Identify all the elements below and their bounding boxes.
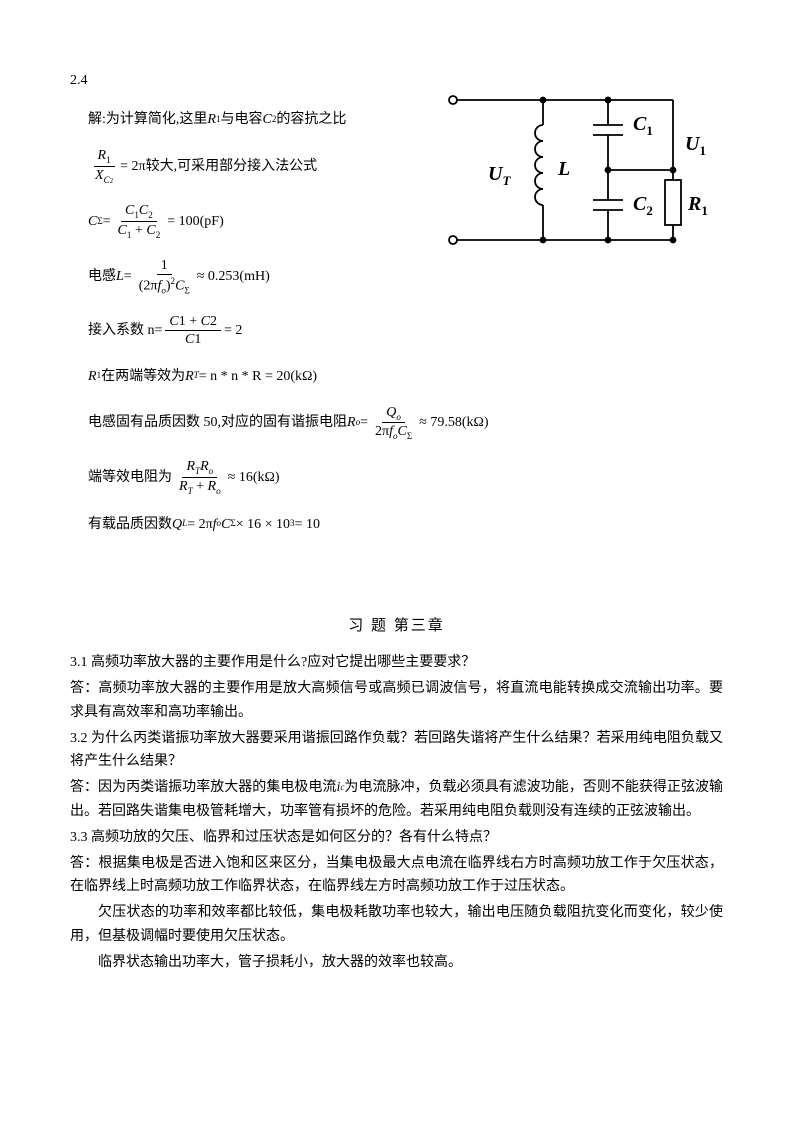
q-number: 3.2 — [70, 731, 88, 746]
label-C2: C2 — [633, 193, 653, 218]
solution-line-6: R1 在两端等效为 RT = n * n * R = 20(kΩ) — [88, 366, 723, 387]
circuit-diagram: UT L C1 C2 U1 R1 — [433, 70, 713, 277]
q31-answer: 答：高频功率放大器的主要作用是放大高频信号或高频已调波信号，将直流电能转换成交流… — [70, 677, 723, 725]
q32-answer: 答：因为丙类谐振功率放大器的集电极电流ic为电流脉冲，负载必须具有滤波功能，否则… — [70, 776, 723, 824]
label-R1: R1 — [687, 193, 708, 218]
label-UT: UT — [488, 163, 511, 188]
q33-answer-3: 临界状态输出功率大，管子损耗小，放大器的效率也较高。 — [70, 951, 723, 975]
q-number: 3.1 — [70, 655, 88, 670]
q31: 3.1 高频功率放大器的主要作用是什么?应对它提出哪些主要要求？ — [70, 651, 723, 675]
solution-line-5: 接入系数 n= C1 + C2 C1 = 2 — [88, 314, 723, 348]
label-L: L — [557, 158, 570, 180]
solution-line-8: 端等效电阻为 RTRo RT + Ro ≈ 16(kΩ) — [88, 459, 723, 496]
q-number: 3.3 — [70, 830, 88, 845]
text: 解:为计算简化,这里 — [88, 109, 207, 130]
q32: 3.2 为什么丙类谐振功率放大器要采用谐振回路作负载？若回路失谐将产生什么结果？… — [70, 727, 723, 775]
page-content: 2.4 — [70, 70, 723, 975]
solution-line-9: 有载品质因数 QL = 2π fo CΣ × 16 × 103 = 10 — [88, 514, 723, 535]
q33-answer-1: 答：根据集电极是否进入饱和区来区分，当集电极最大点电流在临界线右方时高频功放工作… — [70, 852, 723, 900]
label-C1: C1 — [633, 113, 653, 138]
problems-title: 习 题 第三章 — [70, 615, 723, 638]
q33: 3.3 高频功放的欠压、临界和过压状态是如何区分的？各有什么特点？ — [70, 826, 723, 850]
label-U1: U1 — [685, 133, 706, 158]
q33-answer-2: 欠压状态的功率和效率都比较低，集电极耗散功率也较大，输出电压随负载阻抗变化而变化… — [70, 901, 723, 949]
solution-line-7: 电感固有品质因数 50,对应的固有谐振电阻 Ro = Qo 2πfoCΣ ≈ 7… — [88, 405, 723, 442]
